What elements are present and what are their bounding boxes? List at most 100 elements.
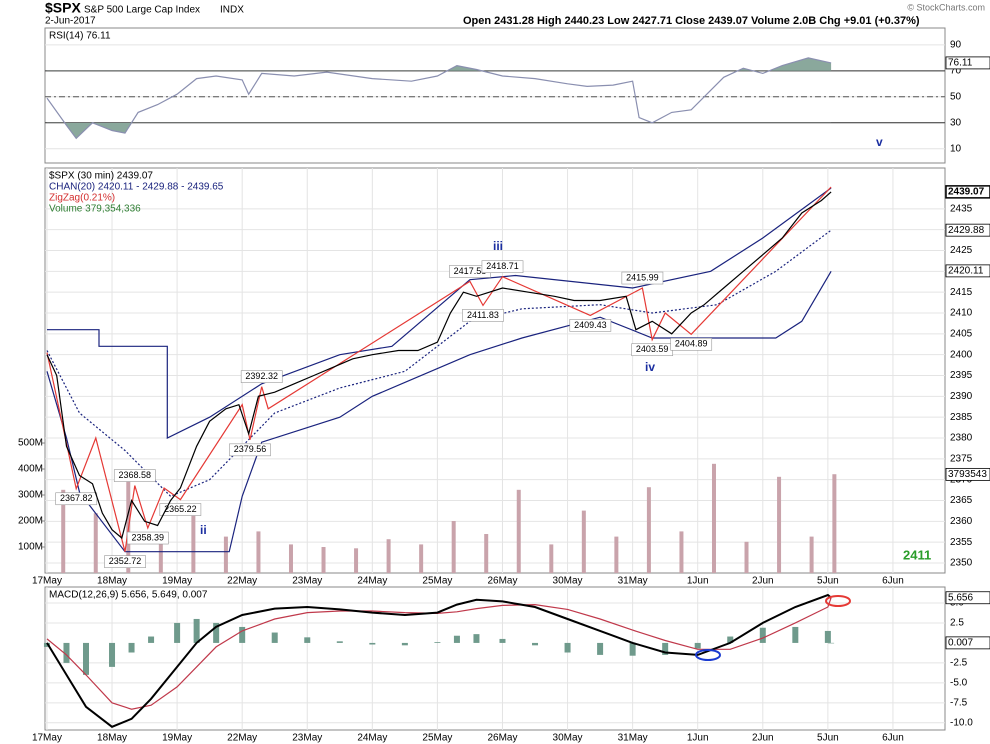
wave-label: iii — [493, 239, 503, 253]
pivot-label: 2365.22 — [164, 504, 197, 514]
x-tick-label: 24May — [357, 576, 387, 587]
x-tick-label: 1Jun — [687, 733, 709, 744]
y-tick-label: 2410 — [950, 308, 973, 319]
bar — [109, 642, 116, 667]
pivot-label: 2379.56 — [234, 444, 267, 454]
bar — [434, 642, 441, 643]
bar — [336, 641, 343, 643]
panel-frame — [44, 27, 946, 164]
legend-entry: MACD(12,26,9) 5.656, 5.649, 0.007 — [49, 590, 208, 601]
pivot-label: 2352.72 — [109, 556, 142, 566]
x-tick-label: 31May — [618, 733, 648, 744]
x-tick-label: 22May — [227, 733, 257, 744]
highlight-ellipse — [695, 649, 721, 661]
pivot-label: 2403.59 — [636, 344, 669, 354]
bar — [832, 474, 837, 573]
label-box — [55, 492, 98, 506]
wave-label: ii — [200, 523, 207, 537]
count-label: 2411 — [903, 547, 931, 562]
bar — [629, 642, 636, 656]
x-tick-label: 25May — [422, 733, 452, 744]
y-tick-label: 2355 — [950, 537, 973, 548]
bar — [213, 622, 220, 643]
y-tick-label: 2.5 — [950, 618, 964, 629]
y-tick-label: 2385 — [950, 412, 973, 423]
highlight-ellipse — [825, 595, 851, 607]
bar — [646, 487, 651, 573]
pivot-label: 2367.82 — [60, 493, 93, 503]
x-tick-label: 24May — [357, 733, 387, 744]
bar — [824, 630, 831, 643]
y-tick-label: 2395 — [950, 370, 973, 381]
value-marker-label: 3793543 — [948, 469, 987, 480]
panel-frame — [44, 586, 946, 731]
bar — [193, 618, 200, 643]
bar — [386, 539, 391, 573]
bar — [271, 632, 278, 643]
y-tick-label: 2390 — [950, 391, 973, 402]
bar — [453, 635, 460, 643]
bar — [148, 636, 155, 643]
label-box — [159, 503, 202, 516]
bar — [809, 536, 814, 573]
value-marker-box — [945, 467, 990, 481]
value-marker-box — [945, 264, 990, 278]
pivot-label: 2404.89 — [675, 339, 708, 349]
y2-tick-label: 400M — [18, 464, 43, 475]
label-box — [670, 337, 713, 351]
value-marker-box — [945, 56, 990, 70]
x-tick-label: 23May — [292, 576, 322, 587]
value-marker-label: 5.656 — [948, 592, 973, 603]
x-tick-label: 17May — [32, 733, 62, 744]
legend-entry: RSI(14) 76.11 — [49, 31, 111, 42]
bar — [549, 544, 554, 573]
x-tick-label: 23May — [292, 733, 322, 744]
x-tick-label: 26May — [487, 733, 517, 744]
pivot-label: 2368.58 — [119, 470, 152, 480]
series-line — [47, 187, 832, 439]
date: 2-Jun-2017 — [45, 16, 96, 27]
pivot-label: 2358.39 — [132, 532, 165, 542]
y-tick-label: 2375 — [950, 453, 973, 464]
bar — [473, 634, 480, 643]
y-tick-label: 2405 — [950, 328, 973, 339]
x-tick-label: 19May — [162, 733, 192, 744]
y2-tick-label: 500M — [18, 438, 43, 449]
x-tick-label: 18May — [97, 576, 127, 587]
y-tick-label: 2435 — [950, 203, 973, 214]
y-tick-label: 90 — [950, 40, 962, 51]
x-tick-label: 31May — [618, 576, 648, 587]
x-tick-label: 22May — [227, 576, 257, 587]
value-marker-label: 76.11 — [948, 58, 973, 69]
x-tick-label: 26May — [487, 576, 517, 587]
copyright: © StockCharts.com — [907, 2, 985, 12]
value-marker-label: 2439.07 — [948, 187, 985, 198]
bar — [711, 463, 716, 573]
label-box — [113, 469, 156, 482]
series-line — [46, 593, 832, 728]
bar — [401, 642, 408, 646]
y-tick-label: 70 — [950, 65, 962, 76]
label-box — [229, 443, 271, 457]
pivot-label: 2417.58 — [454, 266, 487, 276]
x-tick-label: 6Jun — [882, 733, 904, 744]
index-name: S&P 500 Large Cap Index — [84, 5, 200, 16]
bar — [158, 534, 163, 573]
value-marker-box — [945, 185, 990, 199]
value-marker-label: 0.007 — [948, 638, 973, 649]
value-marker-box — [945, 591, 990, 605]
x-tick-label: 2Jun — [752, 733, 774, 744]
x-tick-label: 18May — [97, 733, 127, 744]
bar — [694, 642, 701, 649]
bar — [288, 544, 293, 573]
label-box — [462, 309, 504, 322]
bar — [662, 642, 669, 655]
bar — [93, 513, 98, 573]
y-tick-label: 10 — [950, 143, 962, 154]
value-marker-label: 2429.88 — [948, 225, 985, 236]
bar — [451, 521, 456, 573]
y-tick-label: -7.5 — [950, 697, 968, 708]
y-tick-label: 2380 — [950, 433, 973, 444]
x-tick-label: 25May — [422, 576, 452, 587]
